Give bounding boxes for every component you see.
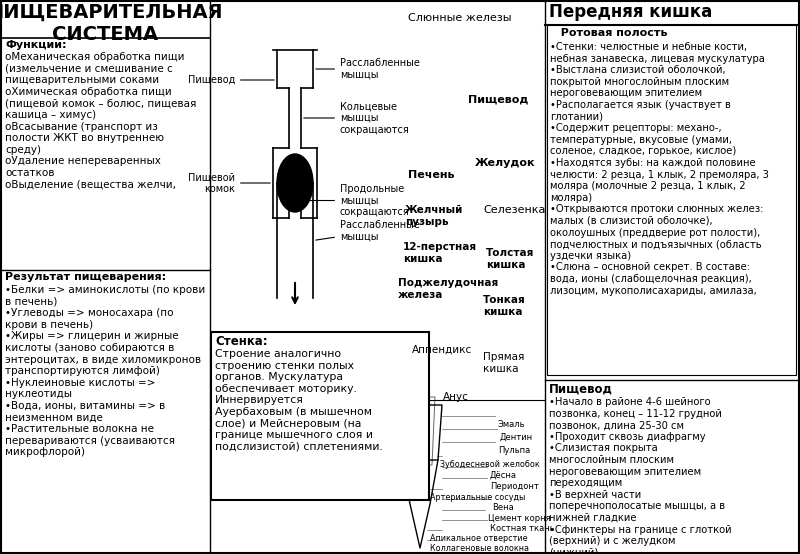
Text: Тонкая
кишка: Тонкая кишка [483,295,526,316]
Bar [211,332,429,500]
Text: Аппендикс: Аппендикс [412,345,472,355]
Bar [547,25,796,375]
Text: Результат пищеварения:: Результат пищеварения: [5,272,166,282]
Text: Дёсна: Дёсна [490,471,517,480]
Text: Пульпа: Пульпа [498,446,530,455]
Text: Расслабленные
мышцы: Расслабленные мышцы [316,220,420,242]
Text: Зубодесневой желобок: Зубодесневой желобок [440,460,540,469]
Text: Строение аналогично
строению стенки полых
органов. Мускулатура
обеспечивает мото: Строение аналогично строению стенки полы… [215,349,383,452]
Text: Функции:: Функции: [5,40,66,50]
Text: Толстая
кишка: Толстая кишка [486,248,534,270]
Text: Желудок: Желудок [475,158,535,168]
Text: Вена: Вена [492,503,514,512]
Text: Дентин: Дентин [500,433,533,442]
Text: •Начало в районе 4-6 шейного
позвонка, конец – 11-12 грудной
позвонок, длина 25-: •Начало в районе 4-6 шейного позвонка, к… [549,397,732,554]
Text: Артериальные сосуды: Артериальные сосуды [430,493,526,502]
Text: Поджелудочная
железа: Поджелудочная железа [398,278,498,300]
Text: Продольные
мышцы
сокращаются: Продольные мышцы сокращаются [304,184,410,217]
Text: Пищевод: Пищевод [549,383,613,396]
Text: Селезенка: Селезенка [483,205,546,215]
Ellipse shape [277,154,313,212]
Text: Периодонт: Периодонт [490,482,539,491]
Text: Пищевой
комок: Пищевой комок [188,172,270,194]
Text: ПИЩЕВАРИТЕЛЬНАЯ
СИСТЕМА: ПИЩЕВАРИТЕЛЬНАЯ СИСТЕМА [0,3,222,44]
Text: Ротовая полость: Ротовая полость [553,28,667,38]
Text: оМеханическая обработка пищи
(измельчение и смешивание с
пищеварительными соками: оМеханическая обработка пищи (измельчени… [5,52,196,189]
Text: Костная ткань: Костная ткань [490,524,554,533]
Text: Анус: Анус [443,392,469,402]
Text: Цемент корня: Цемент корня [488,514,550,523]
Text: Коллагеновые волокна: Коллагеновые волокна [430,544,529,553]
Text: Желчный
пузырь: Желчный пузырь [405,205,463,227]
Text: •Белки => аминокислоты (по крови
в печень)
•Углеводы => моносахара (по
крови в п: •Белки => аминокислоты (по крови в печен… [5,285,206,458]
Text: Стенка:: Стенка: [215,335,268,348]
Text: Пищевод: Пищевод [468,95,528,105]
Text: •Стенки: челюстные и небные кости,
небная занавеска, лицевая мускулатура
•Выстла: •Стенки: челюстные и небные кости, небна… [550,42,769,296]
Text: Апикальное отверстие: Апикальное отверстие [430,534,528,543]
Text: Эмаль: Эмаль [498,420,526,429]
Text: Пищевод: Пищевод [188,75,274,85]
Text: Прямая
кишка: Прямая кишка [483,352,524,373]
Text: Кольцевые
мышцы
сокращаются: Кольцевые мышцы сокращаются [304,101,410,135]
Text: Расслабленные
мышцы: Расслабленные мышцы [316,58,420,80]
Text: Слюнные железы: Слюнные железы [408,13,511,23]
Text: 12-перстная
кишка: 12-перстная кишка [403,242,477,264]
Text: Передняя кишка: Передняя кишка [549,3,712,21]
Text: Печень: Печень [408,170,454,180]
